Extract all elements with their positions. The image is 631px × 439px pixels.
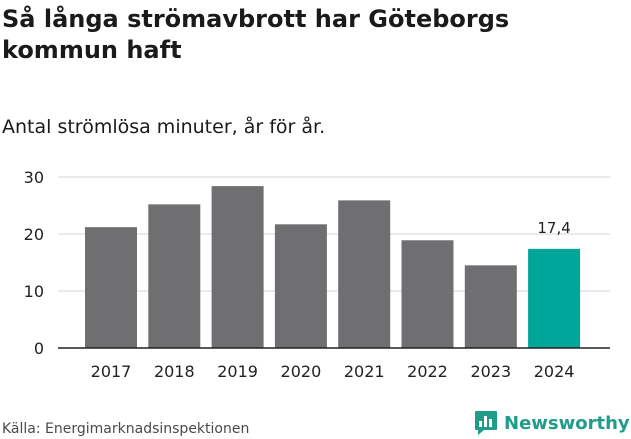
bar [148, 204, 201, 348]
y-tick-label: 20 [24, 225, 44, 244]
x-tick-label: 2019 [217, 362, 258, 381]
data-label: 17,4 [537, 219, 570, 237]
chart-subtitle: Antal strömlösa minuter, år för år. [2, 116, 326, 138]
y-tick-label: 30 [24, 168, 44, 187]
bar-chart-speech-bubble-icon [475, 411, 497, 435]
bar [401, 240, 454, 348]
bar [85, 227, 137, 348]
x-tick-label: 2018 [154, 362, 195, 381]
bar [464, 265, 517, 348]
chart-title: Så långa strömavbrott har Göteborgs komm… [2, 5, 510, 64]
x-tick-label: 2024 [534, 362, 575, 381]
brand-logo: Newsworthy [474, 410, 630, 436]
bar [338, 200, 391, 348]
source-note: Källa: Energimarknadsinspektionen [2, 421, 250, 437]
y-tick-label: 10 [24, 282, 44, 301]
bar-chart: 0 10 20 30 2017 2018 2019 2020 2021 2022 2023 2024 1… [24, 168, 610, 381]
brand-name: Newsworthy [504, 412, 630, 434]
x-tick-label: 2017 [91, 362, 132, 381]
x-tick-label: 2023 [470, 362, 511, 381]
x-tick-label: 2022 [407, 362, 448, 381]
x-tick-label: 2021 [344, 362, 385, 381]
bar [211, 186, 264, 348]
bar [528, 248, 581, 348]
x-tick-label: 2020 [281, 362, 322, 381]
bar [274, 224, 327, 348]
y-tick-label: 0 [34, 339, 44, 358]
